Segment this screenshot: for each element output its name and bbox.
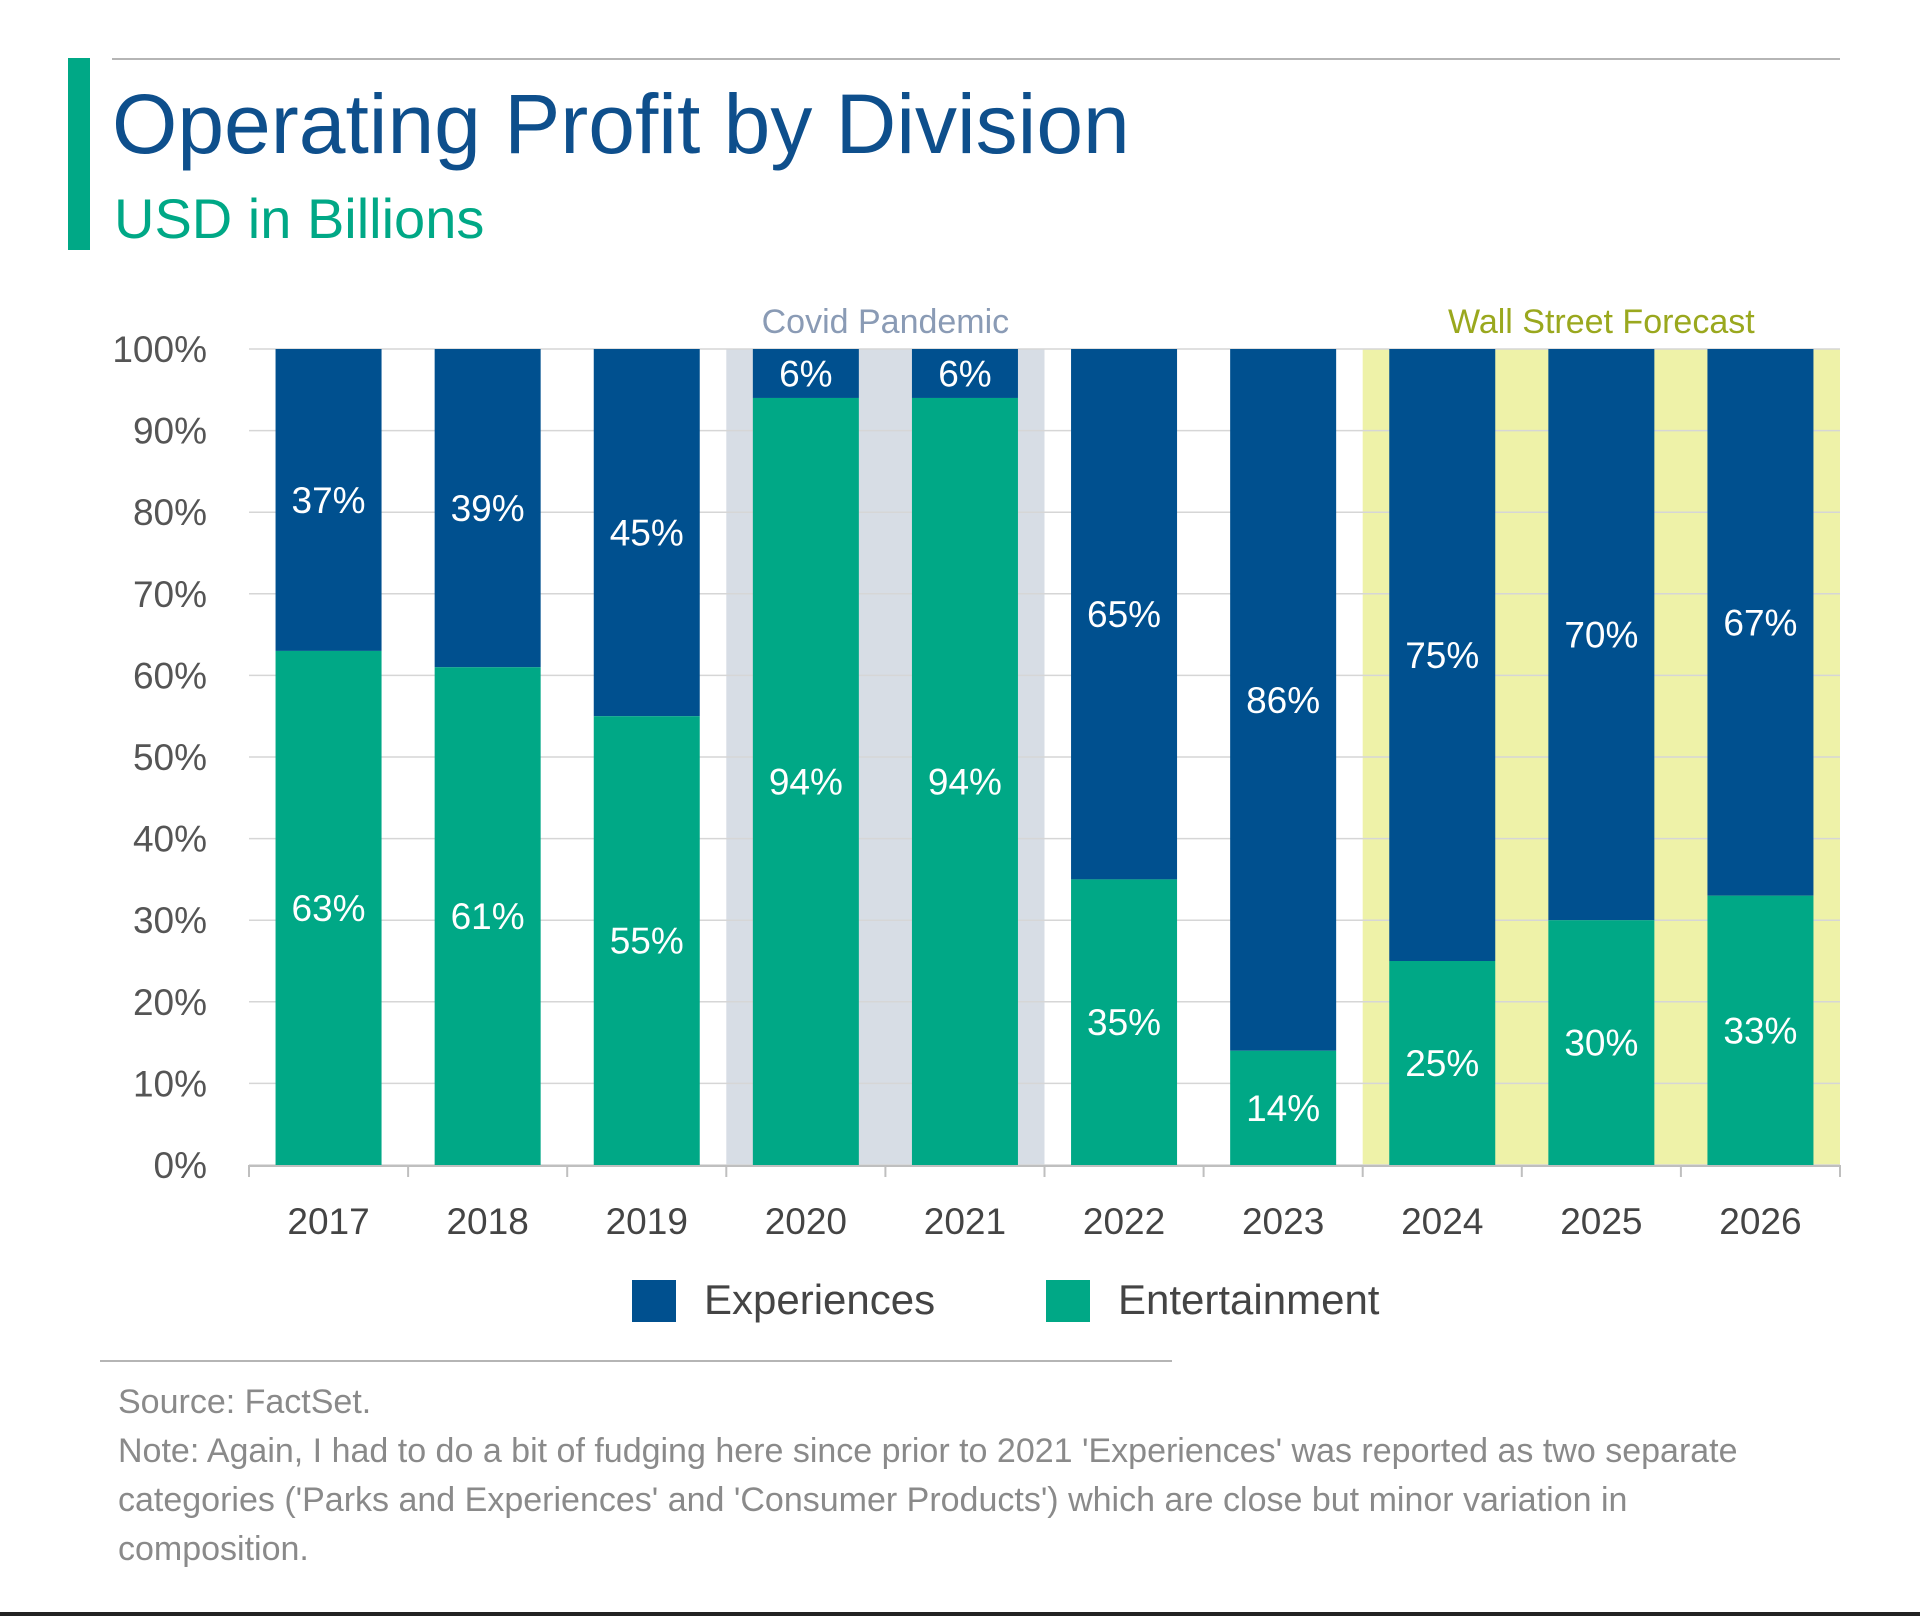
forecast-annotation-label: Wall Street Forecast — [1448, 303, 1755, 341]
legend-label-experiences: Experiences — [704, 1276, 935, 1323]
data-label-entertainment-2025: 30% — [1564, 1023, 1638, 1064]
x-tick-label: 2020 — [765, 1201, 847, 1242]
source-note: Source: FactSet. — [118, 1383, 372, 1421]
bar-experiences-2025 — [1548, 349, 1655, 921]
data-label-experiences-2019: 45% — [610, 513, 684, 554]
legend-label-entertainment: Entertainment — [1118, 1276, 1380, 1323]
x-tick-label: 2026 — [1719, 1201, 1801, 1242]
top-rule — [112, 58, 1840, 60]
y-tick-label: 40% — [133, 819, 207, 860]
x-tick-label: 2021 — [924, 1201, 1006, 1242]
data-label-entertainment-2021: 94% — [928, 761, 1002, 802]
x-tick-label: 2024 — [1401, 1201, 1483, 1242]
y-tick-label: 60% — [133, 655, 207, 696]
footer-rule — [100, 1360, 1172, 1362]
y-tick-label: 100% — [112, 329, 207, 370]
data-label-entertainment-2026: 33% — [1723, 1010, 1797, 1051]
data-label-experiences-2020: 6% — [779, 353, 832, 394]
y-tick-label: 70% — [133, 574, 207, 615]
bar-entertainment-2026 — [1707, 895, 1814, 1165]
bar-entertainment-2024 — [1389, 961, 1496, 1165]
data-label-experiences-2023: 86% — [1246, 680, 1320, 721]
bar-experiences-2019 — [593, 349, 700, 717]
legend-swatch-experiences — [632, 1280, 676, 1322]
y-tick-label: 20% — [133, 982, 207, 1023]
x-tick-label: 2023 — [1242, 1201, 1324, 1242]
y-tick-label: 80% — [133, 492, 207, 533]
data-label-experiences-2018: 39% — [451, 488, 525, 529]
data-label-experiences-2017: 37% — [292, 480, 366, 521]
bar-experiences-2017 — [275, 349, 382, 651]
bar-experiences-2026 — [1707, 349, 1814, 896]
x-tick-label: 2018 — [446, 1201, 528, 1242]
data-label-experiences-2025: 70% — [1564, 615, 1638, 656]
bar-experiences-2024 — [1389, 349, 1496, 961]
methodology-note: Note: Again, I had to do a bit of fudgin… — [118, 1432, 1738, 1568]
x-tick-label: 2025 — [1560, 1201, 1642, 1242]
bar-experiences-2018 — [434, 349, 541, 668]
y-tick-label: 50% — [133, 737, 207, 778]
bar-entertainment-2020 — [752, 397, 859, 1166]
data-label-entertainment-2023: 14% — [1246, 1088, 1320, 1129]
x-tick-label: 2017 — [287, 1201, 369, 1242]
bar-experiences-2023 — [1230, 349, 1337, 1051]
data-label-experiences-2026: 67% — [1723, 602, 1797, 643]
bar-experiences-2021 — [911, 349, 1018, 398]
chart-title: Operating Profit by Division — [112, 77, 1130, 171]
legend-swatch-entertainment — [1046, 1280, 1090, 1322]
bar-experiences-2022 — [1071, 349, 1178, 880]
data-label-entertainment-2017: 63% — [292, 888, 366, 929]
bar-entertainment-2025 — [1548, 920, 1655, 1165]
bar-entertainment-2023 — [1230, 1050, 1337, 1165]
bar-entertainment-2018 — [434, 667, 541, 1165]
data-label-entertainment-2022: 35% — [1087, 1002, 1161, 1043]
y-tick-label: 90% — [133, 411, 207, 452]
chart-subtitle: USD in Billions — [114, 187, 485, 250]
data-label-experiences-2021: 6% — [938, 353, 991, 394]
bar-entertainment-2017 — [275, 650, 382, 1165]
data-label-entertainment-2020: 94% — [769, 761, 843, 802]
bar-entertainment-2022 — [1071, 879, 1178, 1165]
data-label-entertainment-2024: 25% — [1405, 1043, 1479, 1084]
bar-entertainment-2019 — [593, 716, 700, 1165]
y-tick-label: 0% — [154, 1145, 207, 1186]
x-tick-label: 2022 — [1083, 1201, 1165, 1242]
bar-experiences-2020 — [752, 349, 859, 398]
title-accent-bar — [68, 58, 90, 250]
y-tick-label: 30% — [133, 900, 207, 941]
data-label-experiences-2024: 75% — [1405, 635, 1479, 676]
data-label-entertainment-2018: 61% — [451, 896, 525, 937]
stacked-bar-chart: Covid Pandemic Wall Street Forecast 0% 10% 2… — [112, 303, 1841, 1323]
covid-annotation-label: Covid Pandemic — [762, 303, 1010, 341]
data-label-entertainment-2019: 55% — [610, 921, 684, 962]
x-tick-label: 2019 — [606, 1201, 688, 1242]
y-tick-label: 10% — [133, 1063, 207, 1104]
bar-entertainment-2021 — [911, 397, 1018, 1166]
bottom-border — [0, 1612, 1920, 1616]
data-label-experiences-2022: 65% — [1087, 594, 1161, 635]
